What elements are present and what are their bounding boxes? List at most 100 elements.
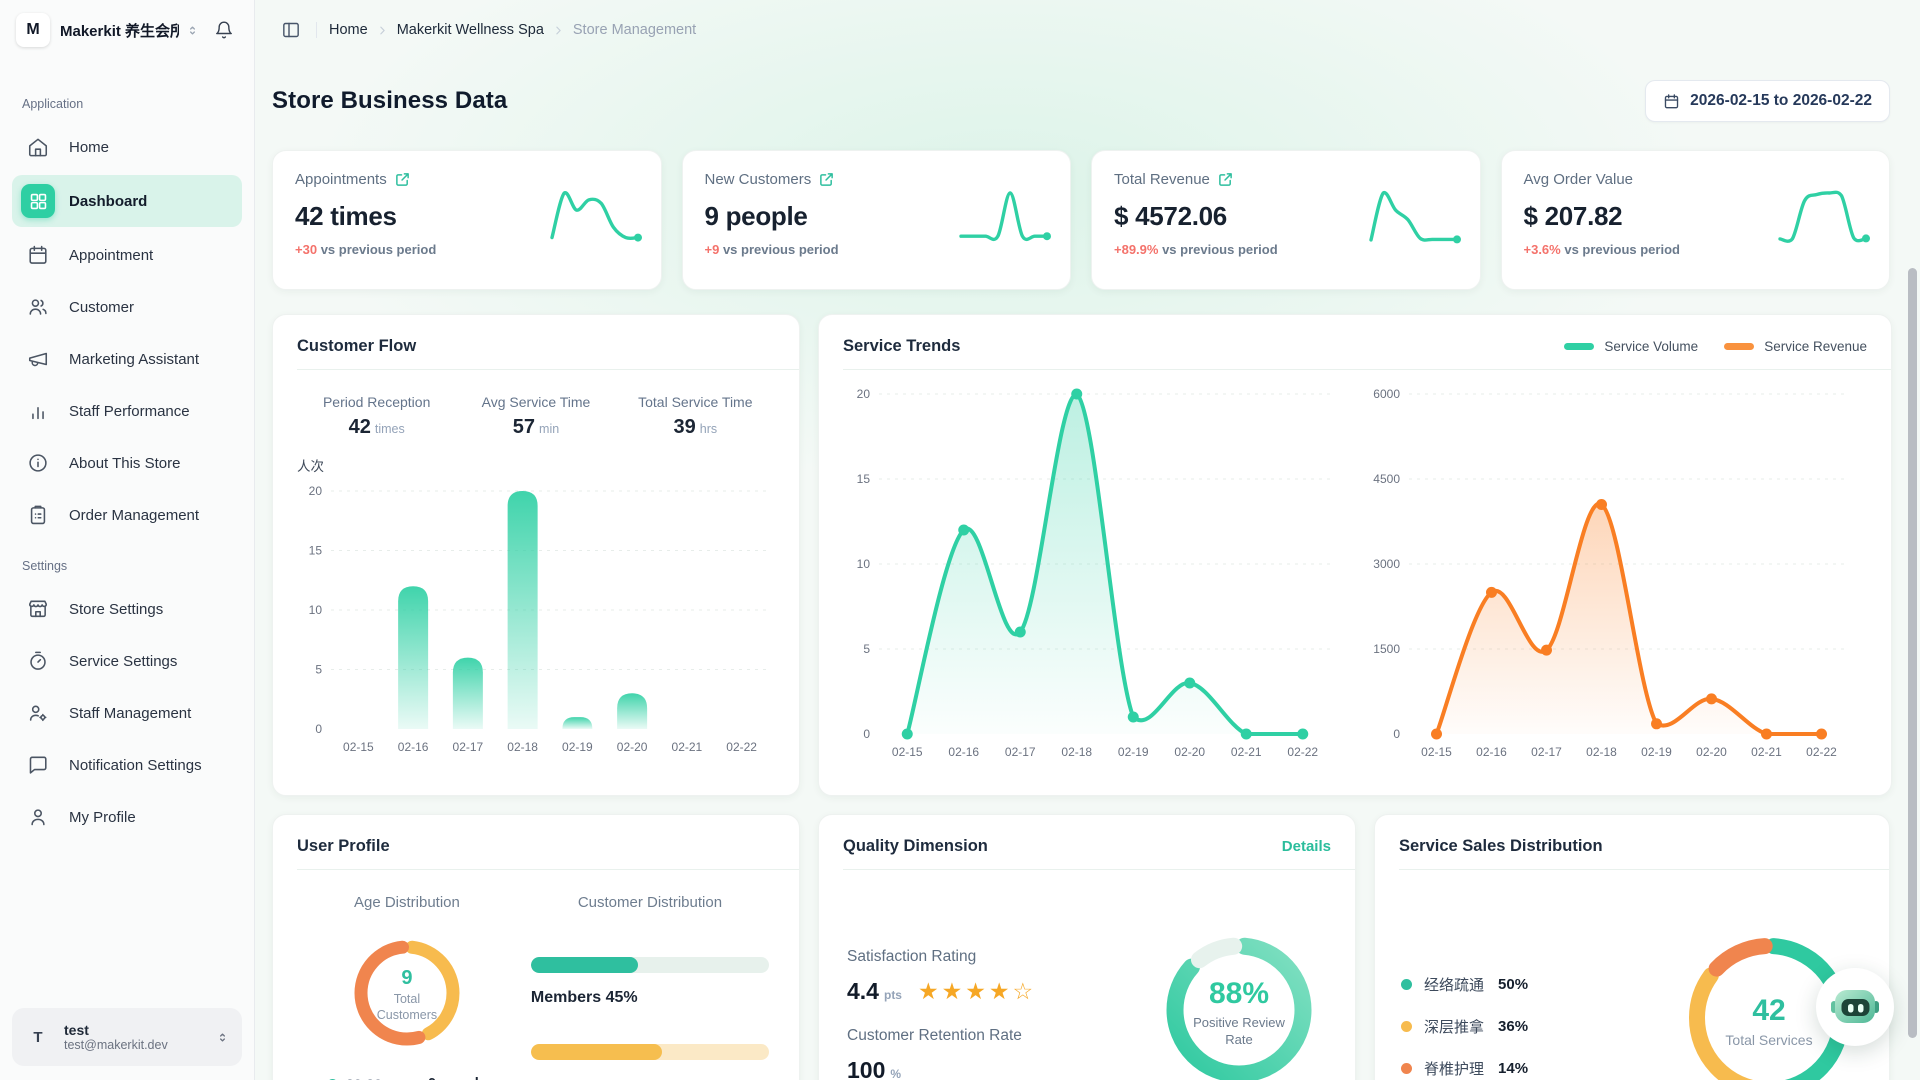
page-title: Store Business Data [272,87,508,114]
page-head: Store Business Data 2026-02-15 to 2026-0… [272,78,1890,124]
stat-card-total-revenue: Total Revenue $ 4572.06 +89.9% vs previo… [1091,150,1481,290]
robot-icon [1827,979,1883,1035]
flow-stat-avg-service-time: Avg Service Time 57 min [481,394,591,438]
svg-text:20: 20 [309,484,323,498]
sidebar-item-staff-management[interactable]: Staff Management [12,689,242,737]
info-icon [21,452,55,474]
user-name: test [64,1022,89,1038]
sidebar-item-label: Service Settings [69,652,178,670]
chart-legend: Service Volume Service Revenue [1564,339,1867,354]
svg-text:02-19: 02-19 [1118,745,1149,759]
chevrons-up-down-icon [185,23,200,38]
stat-change: +30 vs previous period [295,242,437,257]
stat-value: $ 207.82 [1523,201,1623,231]
svg-text:5: 5 [315,663,322,677]
bar-chart-icon [21,400,55,422]
stat-change: +3.6% vs previous period [1523,242,1680,257]
stat-card-avg-order-value: Avg Order Value $ 207.82 +3.6% vs previo… [1500,150,1890,290]
chat-assistant-button[interactable] [1816,968,1894,1046]
sidebar-item-label: Dashboard [69,192,148,210]
sidebar-item-my-profile[interactable]: My Profile [12,793,242,841]
sidebar-item-service-settings[interactable]: Service Settings [12,637,242,685]
date-range-button[interactable]: 2026-02-15 to 2026-02-22 [1645,80,1890,122]
sidebar-item-label: Home [69,138,110,156]
stat-change: +89.9% vs previous period [1114,242,1278,257]
sidebar-item-order-management[interactable]: Order Management [12,491,242,539]
svg-text:02-20: 02-20 [617,740,648,754]
legend-swatch [1564,343,1595,350]
service-volume-line-chart: 0 5 10 15 20 02-15 02-16 02-17 02-18 02-19 02-20 02… [857,387,1331,759]
retention-value-row: 100 % [847,1057,902,1080]
timer-icon [21,650,55,672]
svg-text:02-20: 02-20 [1174,745,1205,759]
vertical-scrollbar[interactable] [1908,268,1917,1038]
users-icon [21,296,55,318]
sidebar-toggle-button[interactable] [278,17,304,43]
external-link-icon[interactable] [395,172,410,187]
sidebar-item-label: My Profile [69,808,136,826]
svg-text:02-18: 02-18 [1061,745,1092,759]
section-title: Customer Distribution [577,894,723,911]
details-link[interactable]: Details [1281,838,1331,855]
customer-flow-card: Customer Flow Period Reception 42 times A… [272,314,800,796]
svg-text:02-21: 02-21 [672,740,703,754]
org-switcher[interactable]: Makerkit 养生会所 [60,20,200,41]
stat-value: 9 people [704,201,808,231]
notifications-bell-button[interactable] [210,16,238,44]
sidebar-item-label: Store Settings [69,600,164,618]
sidebar-item-customer[interactable]: Customer [12,283,242,331]
breadcrumb-home[interactable]: Home [329,22,368,38]
user-menu[interactable]: T test test@makerkit.dev [12,1008,242,1066]
legend-dot [1401,1021,1412,1032]
customer-distribution-section: Customer Distribution Members 45% [517,870,775,1080]
bell-icon [214,20,234,40]
external-link-icon[interactable] [1218,172,1233,187]
svg-text:10: 10 [309,603,323,617]
legend-item: 深层推拿 36% [1401,1016,1528,1037]
svg-text:15: 15 [309,544,323,558]
legend-item: 脊椎护理 14% [1401,1058,1528,1079]
card-title: Quality Dimension [843,837,988,855]
topbar: Home Makerkit Wellness Spa Store Managem… [272,0,1890,60]
stat-label: Appointments [295,171,387,188]
svg-text:02-16: 02-16 [948,745,979,759]
org-logo[interactable]: M [16,13,50,47]
external-link-icon[interactable] [819,172,834,187]
chevron-right-icon [552,24,565,37]
svg-text:02-15: 02-15 [343,740,374,754]
star-rating: ★★★★☆ [917,978,1037,1004]
store-icon [21,598,55,620]
svg-text:1500: 1500 [1373,642,1400,656]
avatar: T [33,1028,43,1046]
svg-text:02-21: 02-21 [1751,745,1782,759]
card-title: Service Sales Distribution [1399,837,1603,855]
stat-change: +9 vs previous period [704,242,839,257]
stat-card-new-customers: New Customers 9 people +9 vs previous pe… [681,150,1071,290]
sidebar-item-label: Staff Performance [69,402,190,420]
svg-text:02-15: 02-15 [1421,745,1452,759]
sidebar-item-dashboard[interactable]: Dashboard [12,175,242,227]
sidebar-item-marketing-assistant[interactable]: Marketing Assistant [12,335,242,383]
divider [1399,869,1889,870]
sidebar-item-home[interactable]: Home [12,123,242,171]
user-info: test test@makerkit.dev [64,1022,203,1052]
date-range-label: 2026-02-15 to 2026-02-22 [1690,92,1872,109]
sidebar-item-staff-performance[interactable]: Staff Performance [12,387,242,435]
legend-dot [1401,1063,1412,1074]
svg-text:0: 0 [863,727,870,741]
sidebar-item-notification-settings[interactable]: Notification Settings [12,741,242,789]
age-donut-chart [354,940,460,1046]
svg-text:02-19: 02-19 [562,740,593,754]
age-distribution-donut: 9 Total Customers [351,937,463,1054]
sidebar-item-store-settings[interactable]: Store Settings [12,585,242,633]
svg-text:0: 0 [1393,727,1400,741]
sidebar-item-label: Notification Settings [69,756,202,774]
dashboard-icon [21,184,55,218]
service-trends-card: Service Trends Service Volume Service Re… [818,314,1892,796]
breadcrumb-org[interactable]: Makerkit Wellness Spa [396,22,544,38]
sidebar-item-appointment[interactable]: Appointment [12,231,242,279]
sidebar-item-about-this-store[interactable]: About This Store [12,439,242,487]
sidebar-header: M Makerkit 养生会所 [12,13,242,47]
sidebar-item-label: Appointment [69,246,154,264]
